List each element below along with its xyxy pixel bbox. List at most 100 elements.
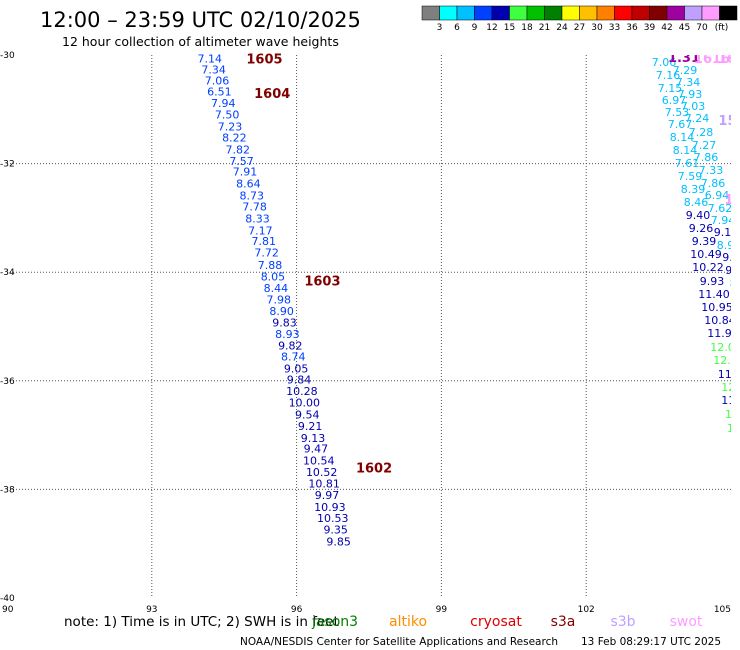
wave-height-value: 7.57 — [229, 155, 254, 168]
satellite-label-s3a: s3a — [551, 614, 576, 630]
wave-height-value: 7.29 — [673, 64, 698, 77]
wave-height-value: 10.95 — [701, 301, 733, 314]
legend-tick-label: 36 — [626, 23, 638, 33]
legend-tick-label: 12 — [486, 23, 497, 33]
wave-height-value: 9.13 — [301, 432, 326, 445]
wave-height-value: 7.62 — [708, 202, 733, 215]
wave-height-value: 11.96 — [707, 327, 739, 340]
satellite-label-altiko: altiko — [389, 614, 427, 630]
legend-swatch — [614, 5, 633, 21]
legend-swatch — [719, 5, 738, 21]
wave-height-value: 9.93 — [700, 275, 725, 288]
wave-height-value: 9.7 — [725, 264, 740, 277]
y-tick-label: -34 — [0, 268, 15, 278]
wave-height-value: 9.97 — [315, 489, 340, 502]
wave-height-value: 8.73 — [239, 190, 264, 203]
legend-swatch — [421, 5, 440, 21]
time-labels: 1605 1604 1603 1602 — [246, 52, 392, 476]
legend-swatch — [491, 5, 510, 21]
legend-swatch — [526, 5, 545, 21]
legend-tick-label: 15 — [504, 23, 515, 33]
wave-height-value: 7.78 — [242, 200, 267, 213]
wave-height-value: 7.53 — [665, 106, 690, 119]
legend-swatch — [544, 5, 563, 21]
wave-height-value: 7.88 — [258, 259, 283, 272]
wave-height-value: 7.15 — [658, 82, 683, 95]
wave-height-value: 6.97 — [662, 94, 687, 107]
wave-height-value: 7.28 — [689, 126, 714, 139]
wave-height-value: 13 — [727, 422, 740, 435]
time-label: 1616 — [694, 52, 730, 67]
wave-height-value: 7.72 — [254, 247, 279, 260]
legend-tick-label: 3 — [437, 23, 443, 33]
wave-height-value: 7.34 — [201, 64, 226, 77]
y-tick-label: -38 — [0, 485, 15, 495]
wave-height-value: 7.50 — [215, 109, 240, 122]
wave-height-value: 10.84 — [704, 314, 736, 327]
wave-height-value: 10.28 — [286, 385, 318, 398]
x-tick-label: 93 — [146, 605, 157, 615]
wave-height-value: 8.99 — [717, 239, 740, 252]
time-label: 164 — [724, 193, 740, 208]
legend-tick-label: 24 — [556, 23, 568, 33]
wave-height-value: 9.26 — [689, 222, 714, 235]
legend-swatch — [474, 5, 493, 21]
wave-height-value: 7.17 — [248, 224, 273, 237]
footer-credit: NOAA/NESDIS Center for Satellite Applica… — [240, 636, 558, 648]
legend-tick-label: 30 — [591, 23, 603, 33]
wave-height-value: 8.14 — [670, 131, 695, 144]
satellite-label-jason3: jason3 — [311, 614, 358, 630]
wave-height-value: 8. — [730, 277, 740, 290]
legend-tick-label: 45 — [679, 23, 690, 33]
wave-height-value: 9.17 — [714, 226, 739, 239]
wave-height-value: 7.91 — [233, 166, 258, 179]
wave-height-value: 12. — [721, 381, 739, 394]
wave-height-value: 7.14 — [197, 52, 222, 65]
x-tick-label: 105 — [714, 605, 731, 615]
wave-height-value: 12.05 — [710, 341, 740, 354]
satellite-label-cryosat: cryosat — [470, 614, 522, 630]
chart-title: 12:00 – 23:59 UTC 02/10/2025 — [40, 8, 361, 32]
wave-height-value: 7.86 — [701, 177, 726, 190]
time-label: 1605 — [246, 52, 282, 67]
note-text: note: 1) Time is in UTC; 2) SWH is in fe… — [64, 614, 339, 630]
wave-height-value: 7.06 — [205, 75, 230, 88]
wave-height-value: 8.90 — [269, 305, 294, 318]
wave-height-value: 9.84 — [287, 374, 312, 387]
wave-height-value: 11.9 — [718, 368, 740, 381]
wave-height-value: 9.1 — [722, 251, 740, 264]
wave-height-value: 7.61 — [675, 157, 700, 170]
wave-height-value: 9.40 — [686, 209, 711, 222]
time-label: 1625 — [718, 52, 740, 67]
wave-height-value: 8.74 — [281, 350, 306, 363]
wave-height-value: 9.83 — [272, 317, 297, 330]
wave-height-value: 10.49 — [690, 248, 722, 261]
x-tick-label: 90 — [2, 605, 14, 615]
grid-lines — [7, 55, 731, 598]
legend-tick-label: 70 — [696, 23, 708, 33]
legend-swatch — [596, 5, 615, 21]
wave-height-value: 7.93 — [678, 88, 703, 101]
time-label: 1602 — [356, 462, 392, 477]
wave-height-value: 9.21 — [298, 420, 323, 433]
wave-height-value: 8.46 — [684, 196, 709, 209]
wave-height-value: 7.98 — [266, 293, 291, 306]
legend-swatch — [456, 5, 475, 21]
wave-height-value: 10.93 — [314, 501, 346, 514]
wave-height-value: 11.40 — [698, 288, 730, 301]
x-tick-label: 96 — [291, 605, 303, 615]
wave-height-value: 10.22 — [692, 261, 724, 274]
chart-subtitle: 12 hour collection of altimeter wave hei… — [62, 34, 339, 49]
wave-height-value: 7.82 — [225, 143, 250, 156]
wave-height-value: 8.64 — [236, 178, 261, 191]
axis-tick-labels: 90 93 96 99 102 105 -30 -32 -34 -36 -38 -40 — [0, 51, 731, 615]
wave-height-value: 10.00 — [289, 397, 321, 410]
wave-height-value: 6.94 — [705, 189, 730, 202]
time-label: 1.31 — [668, 51, 700, 66]
wave-height-value: 13 — [725, 408, 739, 421]
legend-tick-label: 6 — [454, 23, 460, 33]
legend-tick-label: 33 — [609, 23, 620, 33]
wave-height-value: 9.82 — [278, 340, 303, 353]
wave-height-value: 10.52 — [306, 466, 338, 479]
